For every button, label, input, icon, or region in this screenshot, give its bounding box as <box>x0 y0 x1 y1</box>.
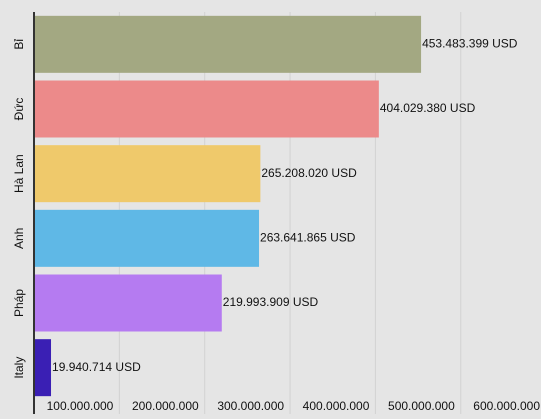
value-label: 263.641.865 USD <box>260 231 356 245</box>
x-tick-label: 300.000.000 <box>217 399 284 413</box>
x-tick-label: 100.000.000 <box>47 399 114 413</box>
y-tick-label: Bỉ <box>12 39 26 50</box>
bar <box>34 274 222 332</box>
x-tick-label: 400.000.000 <box>303 399 370 413</box>
x-tick-label: 600.000.000 <box>473 399 540 413</box>
bar <box>34 209 260 267</box>
y-tick-label: Italy <box>12 357 26 379</box>
x-tick-label: 500.000.000 <box>388 399 455 413</box>
y-tick-label: Pháp <box>12 289 26 317</box>
x-tick-label: 200.000.000 <box>132 399 199 413</box>
bar <box>34 15 422 73</box>
value-label: 19.940.714 USD <box>52 360 141 374</box>
bar <box>34 339 52 397</box>
bar <box>34 80 379 138</box>
value-label: 404.029.380 USD <box>380 101 476 115</box>
y-tick-label: Hà Lan <box>12 154 26 193</box>
y-tick-label: Anh <box>12 228 26 249</box>
value-label: 453.483.399 USD <box>422 37 518 51</box>
y-tick-label: Đức <box>12 98 26 121</box>
value-label: 219.993.909 USD <box>223 295 319 309</box>
bar <box>34 145 261 203</box>
value-label: 265.208.020 USD <box>261 166 357 180</box>
